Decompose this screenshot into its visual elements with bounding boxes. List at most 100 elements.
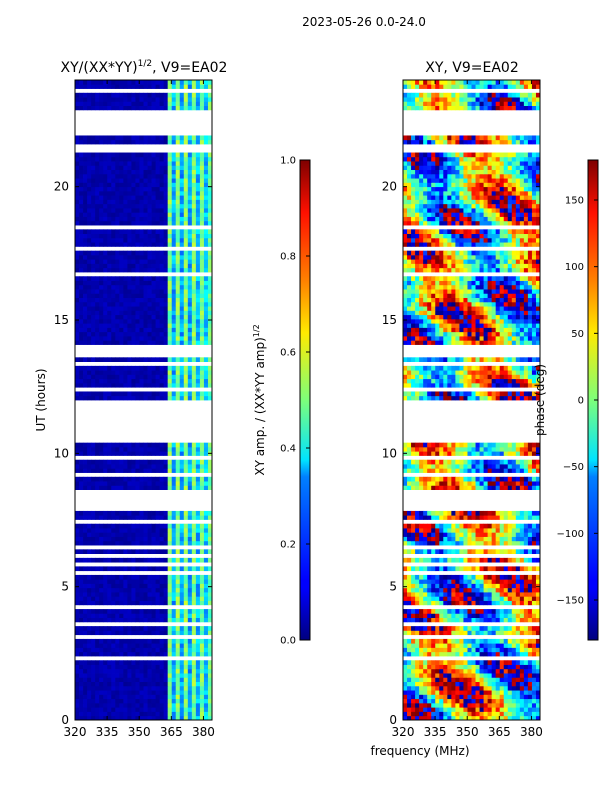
phase-heatmap-cell xyxy=(455,626,460,631)
amp-heatmap-cell xyxy=(171,532,177,537)
amp-heatmap-cell xyxy=(95,707,100,712)
amp-heatmap-cell xyxy=(131,600,136,606)
amp-heatmap-cell xyxy=(99,583,104,589)
amp-heatmap-cell xyxy=(103,536,108,542)
amp-heatmap-cell xyxy=(131,382,136,388)
amp-heatmap-cell xyxy=(87,80,92,85)
amp-heatmap-cell xyxy=(147,156,152,162)
amp-heatmap-cell xyxy=(119,630,124,636)
phase-heatmap-cell xyxy=(459,647,464,653)
amp-heatmap-cell xyxy=(123,156,128,162)
phase-heatmap-cell xyxy=(495,587,501,593)
amp-heatmap-cell xyxy=(183,314,189,320)
phase-heatmap-cell xyxy=(503,702,509,708)
amp-heatmap-cell xyxy=(103,681,108,687)
amp-heatmap-cell xyxy=(147,698,152,704)
amp-heatmap-cell xyxy=(103,442,108,448)
amp-heatmap-cell xyxy=(175,259,181,264)
amp-heatmap-cell xyxy=(107,378,112,384)
amp-heatmap-cell xyxy=(147,643,152,648)
amp-heatmap-cell xyxy=(79,92,84,98)
amp-heatmap-cell xyxy=(187,391,193,397)
amp-heatmap-cell xyxy=(151,80,156,85)
amp-heatmap-cell xyxy=(75,481,80,486)
amp-heatmap-cell xyxy=(91,178,96,183)
amp-heatmap-cell xyxy=(83,707,88,712)
amp-heatmap-cell xyxy=(79,178,84,183)
amp-heatmap-cell xyxy=(95,336,100,341)
amp-heatmap-cell xyxy=(195,178,201,183)
phase-heatmap-cell xyxy=(507,673,513,678)
amp-heatmap-cell xyxy=(187,336,193,341)
amp-heatmap-cell xyxy=(163,254,169,260)
amp-heatmap-cell xyxy=(175,690,181,695)
amp-heatmap-cell xyxy=(187,395,193,401)
phase-heatmap-cell xyxy=(471,579,476,584)
amp-heatmap-cell xyxy=(207,630,213,636)
phase-heatmap-cell xyxy=(467,626,472,631)
amp-heatmap-cell xyxy=(107,651,112,657)
amp-heatmap-cell xyxy=(203,532,209,537)
phase-heatmap-cell xyxy=(451,643,456,648)
phase-heatmap-cell xyxy=(519,638,525,644)
phase-heatmap-cell xyxy=(423,587,428,593)
amp-heatmap-cell xyxy=(167,651,173,657)
amp-heatmap-cell xyxy=(123,152,128,158)
amp-heatmap-cell xyxy=(195,557,201,563)
phase-heatmap-cell xyxy=(411,592,416,597)
amp-heatmap-cell xyxy=(107,263,112,269)
amp-heatmap-cell xyxy=(155,600,161,606)
amp-heatmap-cell xyxy=(95,233,100,239)
amp-heatmap-cell xyxy=(171,212,177,217)
amp-heatmap-cell xyxy=(175,523,181,529)
phase-heatmap-cell xyxy=(519,677,525,682)
amp-heatmap-cell xyxy=(87,135,92,141)
amp-heatmap-cell xyxy=(75,647,80,653)
amp-heatmap-cell xyxy=(199,378,205,384)
amp-heatmap-cell xyxy=(207,540,213,546)
amp-heatmap-cell xyxy=(203,609,209,614)
amp-heatmap-cell xyxy=(131,212,136,217)
amp-heatmap-cell xyxy=(103,165,108,170)
phase-heatmap-cell xyxy=(535,690,541,695)
phase-heatmap-cell xyxy=(535,711,541,717)
amp-heatmap-cell xyxy=(131,365,136,371)
phase-heatmap-cell xyxy=(519,536,525,542)
phase-heatmap-cell xyxy=(491,707,497,712)
amp-heatmap-cell xyxy=(139,668,144,674)
amp-heatmap-cell xyxy=(151,280,156,286)
amp-heatmap-cell xyxy=(115,391,120,397)
amp-heatmap-cell xyxy=(151,370,156,375)
amp-heatmap-cell xyxy=(87,681,92,687)
amp-heatmap-cell xyxy=(175,378,181,384)
amp-heatmap-cell xyxy=(155,306,161,311)
amp-heatmap-cell xyxy=(191,694,197,700)
amp-heatmap-cell xyxy=(87,378,92,384)
phase-heatmap-cell xyxy=(415,638,420,644)
amp-heatmap-cell xyxy=(95,613,100,618)
amp-heatmap-cell xyxy=(99,199,104,205)
amp-heatmap-cell xyxy=(131,609,136,614)
amp-heatmap-cell xyxy=(187,97,193,102)
amp-heatmap-cell xyxy=(167,583,173,589)
amp-heatmap-cell xyxy=(87,310,92,316)
amp-heatmap-cell xyxy=(187,182,193,188)
amp-heatmap-cell xyxy=(107,638,112,644)
amp-heatmap-cell xyxy=(83,378,88,384)
amp-heatmap-cell xyxy=(151,263,156,269)
phase-heatmap-cell xyxy=(423,532,428,537)
amp-heatmap-cell xyxy=(123,365,128,371)
phase-heatmap-cell xyxy=(491,630,497,636)
phase-heatmap-cell xyxy=(491,626,497,631)
amp-heatmap-cell xyxy=(151,613,156,618)
phase-heatmap-cell xyxy=(447,613,452,618)
amp-heatmap-cell xyxy=(159,643,165,648)
amp-heatmap-cell xyxy=(151,229,156,234)
amp-heatmap-cell xyxy=(159,673,165,678)
amp-heatmap-cell xyxy=(195,301,201,307)
amp-heatmap-cell xyxy=(207,442,213,448)
amp-heatmap-cell xyxy=(123,173,128,179)
amp-heatmap-cell xyxy=(203,323,209,328)
amp-heatmap-cell xyxy=(95,340,100,345)
amp-heatmap-cell xyxy=(155,540,161,546)
